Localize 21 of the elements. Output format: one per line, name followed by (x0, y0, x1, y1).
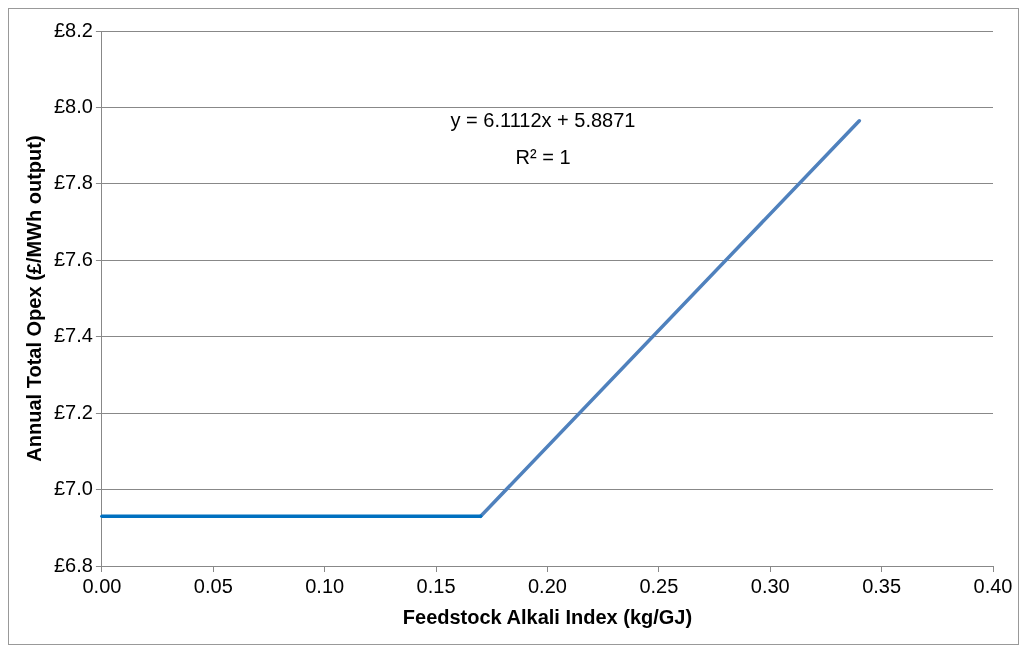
y-tick-label: £8.2 (53, 18, 93, 41)
y-tick-label: £7.6 (53, 247, 93, 270)
x-tick-label: 0.00 (82, 574, 122, 597)
x-tick-label: 0.35 (862, 574, 902, 597)
y-tick-label: £7.8 (53, 171, 93, 194)
annotation: y = 6.1112x + 5.8871 (450, 108, 636, 131)
x-tick-label: 0.40 (973, 574, 1013, 597)
annotation: R² = 1 (515, 145, 571, 168)
x-tick-label: 0.30 (750, 574, 790, 597)
x-tick-label: 0.10 (305, 574, 345, 597)
y-tick-label: £6.8 (53, 553, 93, 576)
y-tick-label: £7.0 (53, 477, 93, 500)
y-axis-title: Annual Total Opex (£/MWh output) (22, 135, 45, 462)
x-tick-label: 0.20 (527, 574, 567, 597)
y-tick-label: £7.2 (53, 400, 93, 423)
x-tick-label: 0.15 (416, 574, 456, 597)
x-axis-title: Feedstock Alkali Index (kg/GJ) (402, 605, 693, 628)
x-tick-label: 0.25 (639, 574, 679, 597)
y-tick-label: £8.0 (53, 94, 93, 117)
y-tick-label: £7.4 (53, 324, 93, 347)
x-tick-label: 0.05 (193, 574, 233, 597)
